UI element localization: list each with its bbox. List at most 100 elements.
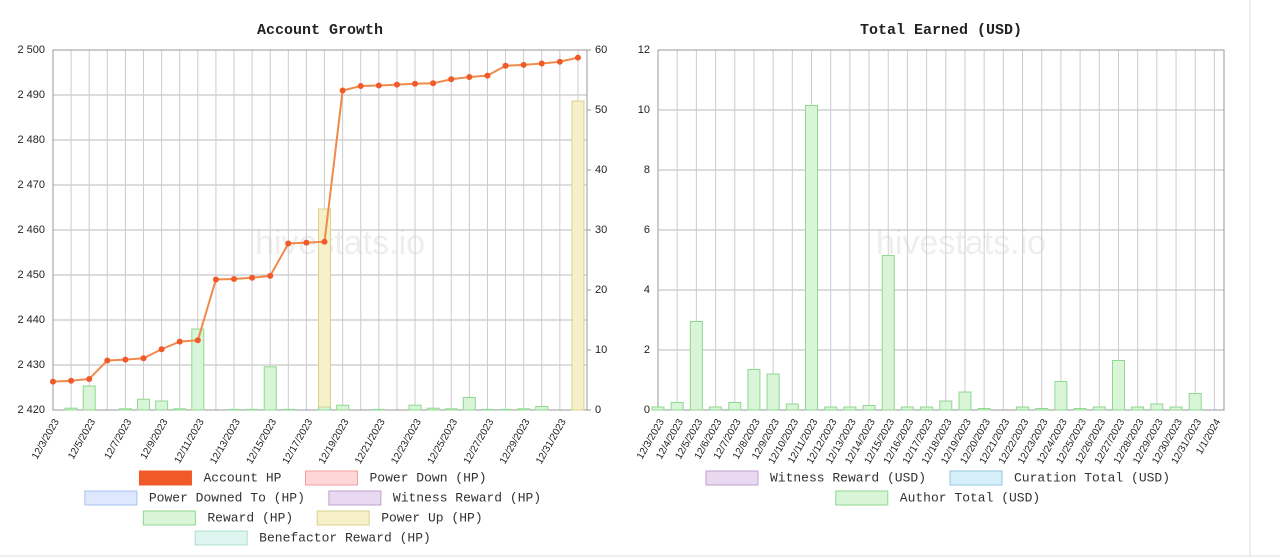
point (448, 76, 455, 83)
point (86, 375, 93, 382)
bar (977, 408, 991, 411)
point (158, 346, 165, 353)
bar (843, 406, 857, 411)
bar (499, 408, 513, 411)
bar (939, 400, 953, 411)
point (502, 62, 509, 69)
legend-label: Power Downed To (HP) (149, 490, 305, 505)
bar (426, 407, 440, 411)
bar (1188, 393, 1202, 411)
y-tick-label: 6 (644, 224, 650, 236)
bar (281, 408, 295, 411)
legend-label: Witness Reward (HP) (393, 490, 541, 505)
point (212, 276, 219, 283)
legend-swatch (835, 490, 889, 506)
legend-swatch (705, 470, 759, 486)
y-tick-label: 2 440 (17, 314, 45, 326)
y-tick-label: 2 430 (17, 359, 45, 371)
point (574, 54, 581, 61)
bar (1131, 406, 1145, 411)
bar (1111, 360, 1125, 411)
point (122, 356, 129, 363)
point (267, 272, 274, 279)
point (375, 82, 382, 89)
bar (462, 396, 476, 411)
bar (1073, 408, 1087, 411)
y2-tick-label: 20 (595, 284, 607, 296)
bar (900, 406, 914, 411)
bar (651, 406, 665, 411)
bar (881, 255, 895, 411)
bar (64, 407, 78, 411)
bar (1054, 381, 1068, 411)
bar (336, 404, 350, 411)
point (285, 240, 292, 247)
y-tick-label: 2 500 (17, 44, 45, 56)
point (538, 60, 545, 67)
bar (155, 400, 169, 411)
bar (785, 403, 799, 411)
bar (1150, 403, 1164, 411)
y2-tick-label: 50 (595, 104, 607, 116)
bar (245, 408, 259, 411)
bar (173, 408, 187, 411)
bar (804, 105, 818, 411)
legend-label: Power Up (HP) (381, 510, 482, 525)
bar (191, 328, 205, 411)
point (104, 357, 111, 364)
y-tick-label: 2 470 (17, 179, 45, 191)
y2-tick-label: 60 (595, 44, 607, 56)
point (520, 61, 527, 68)
y-tick-label: 12 (638, 44, 650, 56)
bar (444, 408, 458, 411)
bar (82, 385, 96, 411)
y-tick-label: 0 (644, 404, 650, 416)
bar (862, 405, 876, 411)
point (357, 83, 364, 89)
point (50, 378, 56, 385)
bar (535, 405, 549, 411)
point (412, 80, 419, 87)
bar (709, 406, 723, 411)
point (466, 74, 473, 80)
y-tick-label: 10 (638, 104, 650, 116)
y-tick-label: 2 490 (17, 89, 45, 101)
bar (571, 100, 585, 411)
point (194, 337, 201, 344)
bar (480, 408, 494, 411)
y2-tick-label: 30 (595, 224, 607, 236)
point (176, 338, 183, 345)
line (52, 56, 579, 383)
point (393, 81, 400, 88)
legend-swatch (138, 470, 192, 486)
bar (1169, 406, 1183, 411)
legend-label: Account HP (203, 470, 281, 485)
legend-swatch (316, 510, 370, 526)
bar (118, 408, 132, 411)
legend-label: Author Total (USD) (900, 490, 1040, 505)
point (140, 355, 147, 362)
bar (517, 408, 531, 411)
bar (372, 408, 386, 411)
legend-label: Power Down (HP) (369, 470, 486, 485)
bar (408, 404, 422, 411)
bar (766, 373, 780, 411)
point (303, 239, 310, 246)
bar (689, 321, 703, 411)
bar (137, 398, 151, 411)
y-tick-label: 2 420 (17, 404, 45, 416)
point (321, 238, 328, 245)
bar (227, 408, 241, 411)
bar (318, 208, 332, 408)
bar (1092, 406, 1106, 411)
point (231, 276, 238, 283)
legend-label: Curation Total (USD) (1014, 470, 1170, 485)
y2-tick-label: 40 (595, 164, 607, 176)
point (68, 377, 75, 384)
legend-swatch (84, 490, 138, 506)
y-tick-label: 2 480 (17, 134, 45, 146)
point (484, 72, 491, 79)
bar (1035, 408, 1049, 411)
legend-label: Benefactor Reward (HP) (259, 530, 431, 545)
